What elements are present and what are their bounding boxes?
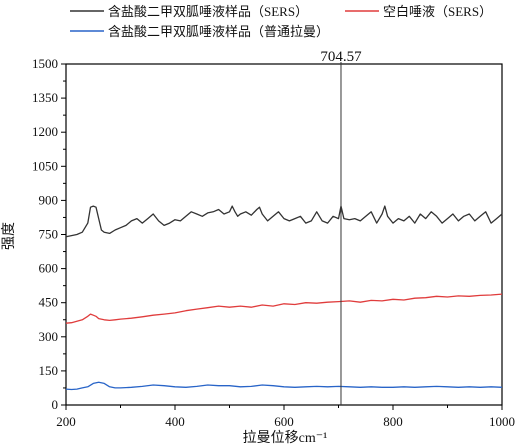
y-tick-label: 750 [39, 227, 59, 242]
y-tick-label: 1500 [32, 56, 58, 71]
x-tick-label: 800 [383, 414, 403, 429]
x-tick-label: 200 [56, 414, 76, 429]
y-tick-label: 450 [39, 295, 59, 310]
series-line-1 [65, 205, 503, 238]
y-tick-label: 1050 [32, 158, 58, 173]
y-tick-label: 900 [39, 192, 59, 207]
legend-label-series-1: 含盐酸二甲双胍唾液样品（SERS） [108, 4, 308, 19]
annotation-label: 704.57 [320, 49, 362, 65]
x-axis-title: 拉曼位移cm⁻¹ [243, 430, 328, 446]
plot-frame [65, 63, 503, 406]
y-tick-label: 150 [39, 363, 59, 378]
y-tick-label: 300 [39, 329, 59, 344]
series-line-3 [65, 381, 503, 391]
x-tick-label: 1000 [489, 414, 515, 429]
x-tick-label: 400 [165, 414, 185, 429]
y-tick-label: 1200 [32, 124, 58, 139]
y-tick-label: 1350 [32, 90, 58, 105]
legend-label-series-3: 含盐酸二甲双胍唾液样品（普通拉曼） [108, 24, 329, 39]
y-tick-label: 600 [39, 261, 59, 276]
legend-label-series-2: 空白唾液（SERS） [383, 4, 492, 19]
x-tick-label: 600 [274, 414, 294, 429]
y-axis-title: 强度 [1, 222, 17, 250]
y-tick-label: 0 [52, 397, 59, 412]
series-line-2 [65, 293, 503, 324]
legend: 含盐酸二甲双胍唾液样品（SERS） 空白唾液（SERS） 含盐酸二甲双胍唾液样品… [70, 4, 492, 39]
